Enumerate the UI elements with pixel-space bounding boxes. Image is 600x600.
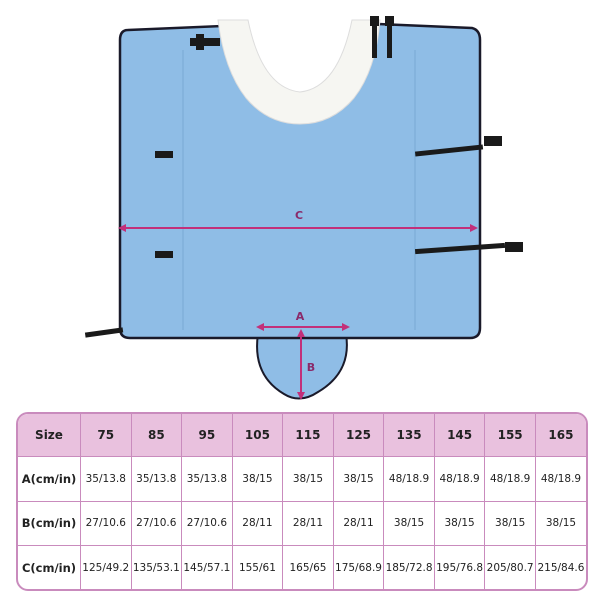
dimension-c: [118, 224, 478, 232]
table-header-row: Size 75 85 95 105 115 125 135 145 155 165: [18, 414, 586, 457]
table-cell: 35/13.8: [181, 456, 233, 502]
horse-rug-product-image: C A B: [84, 16, 523, 400]
table-cell: 135/53.1: [130, 545, 183, 589]
table-cell: 35/13.8: [130, 456, 183, 502]
size-column-header: 95: [181, 414, 233, 457]
table-cell: 28/11: [332, 500, 385, 547]
table-cell: 155/61: [231, 545, 284, 589]
dimension-b: [297, 329, 305, 400]
table-cell: 38/15: [383, 500, 435, 547]
dimension-a-label: A: [296, 310, 305, 323]
table-row: C(cm/in) 125/49.2 135/53.1 145/57.1 155/61 16…: [18, 545, 586, 589]
size-column-header: 85: [130, 414, 183, 457]
table-cell: 27/10.6: [181, 500, 233, 547]
table-cell: 48/18.9: [534, 456, 586, 502]
row-label: B(cm/in): [18, 500, 81, 547]
table-cell: 38/15: [433, 500, 486, 547]
table-cell: 38/15: [332, 456, 385, 502]
table-cell: 195/76.8: [433, 545, 486, 589]
table-cell: 38/15: [231, 456, 284, 502]
table-cell: 27/10.6: [80, 500, 132, 547]
table-row: B(cm/in) 27/10.6 27/10.6 27/10.6 28/11 28/11 2…: [18, 500, 586, 547]
size-column-header: 105: [231, 414, 284, 457]
size-column-header: 165: [534, 414, 586, 457]
table-cell: 48/18.9: [383, 456, 435, 502]
table-cell: 48/18.9: [484, 456, 536, 502]
table-cell: 145/57.1: [181, 545, 233, 589]
table-cell: 28/11: [282, 500, 334, 547]
table-row: A(cm/in) 35/13.8 35/13.8 35/13.8 38/15 38/15 3…: [18, 456, 586, 502]
table-cell: 165/65: [282, 545, 334, 589]
table-cell: 28/11: [231, 500, 284, 547]
table-cell: 27/10.6: [130, 500, 183, 547]
buckle-straps: [84, 16, 523, 338]
size-column-header: 75: [80, 414, 132, 457]
size-header: Size: [18, 414, 81, 457]
table-cell: 38/15: [534, 500, 586, 547]
dimension-c-label: C: [295, 209, 303, 222]
table-cell: 35/13.8: [80, 456, 132, 502]
rug-body: [118, 22, 482, 340]
size-column-header: 135: [383, 414, 435, 457]
dimension-b-label: B: [307, 361, 315, 374]
table-cell: 38/15: [484, 500, 536, 547]
size-column-header: 145: [433, 414, 486, 457]
table-cell: 48/18.9: [433, 456, 486, 502]
size-table: Size 75 85 95 105 115 125 135 145 155 165 A(cm/in)…: [16, 412, 588, 591]
table-cell: 215/84.6: [534, 545, 586, 589]
table-cell: 175/68.9: [332, 545, 385, 589]
table-cell: 205/80.7: [484, 545, 536, 589]
fleece-collar: [217, 19, 381, 125]
size-column-header: 125: [332, 414, 385, 457]
table-cell: 185/72.8: [383, 545, 435, 589]
table-cell: 125/49.2: [80, 545, 132, 589]
table-cell: 38/15: [282, 456, 334, 502]
size-column-header: 155: [484, 414, 536, 457]
size-column-header: 115: [282, 414, 334, 457]
dimension-a: [256, 323, 350, 331]
row-label: C(cm/in): [18, 545, 81, 589]
row-label: A(cm/in): [18, 456, 81, 502]
